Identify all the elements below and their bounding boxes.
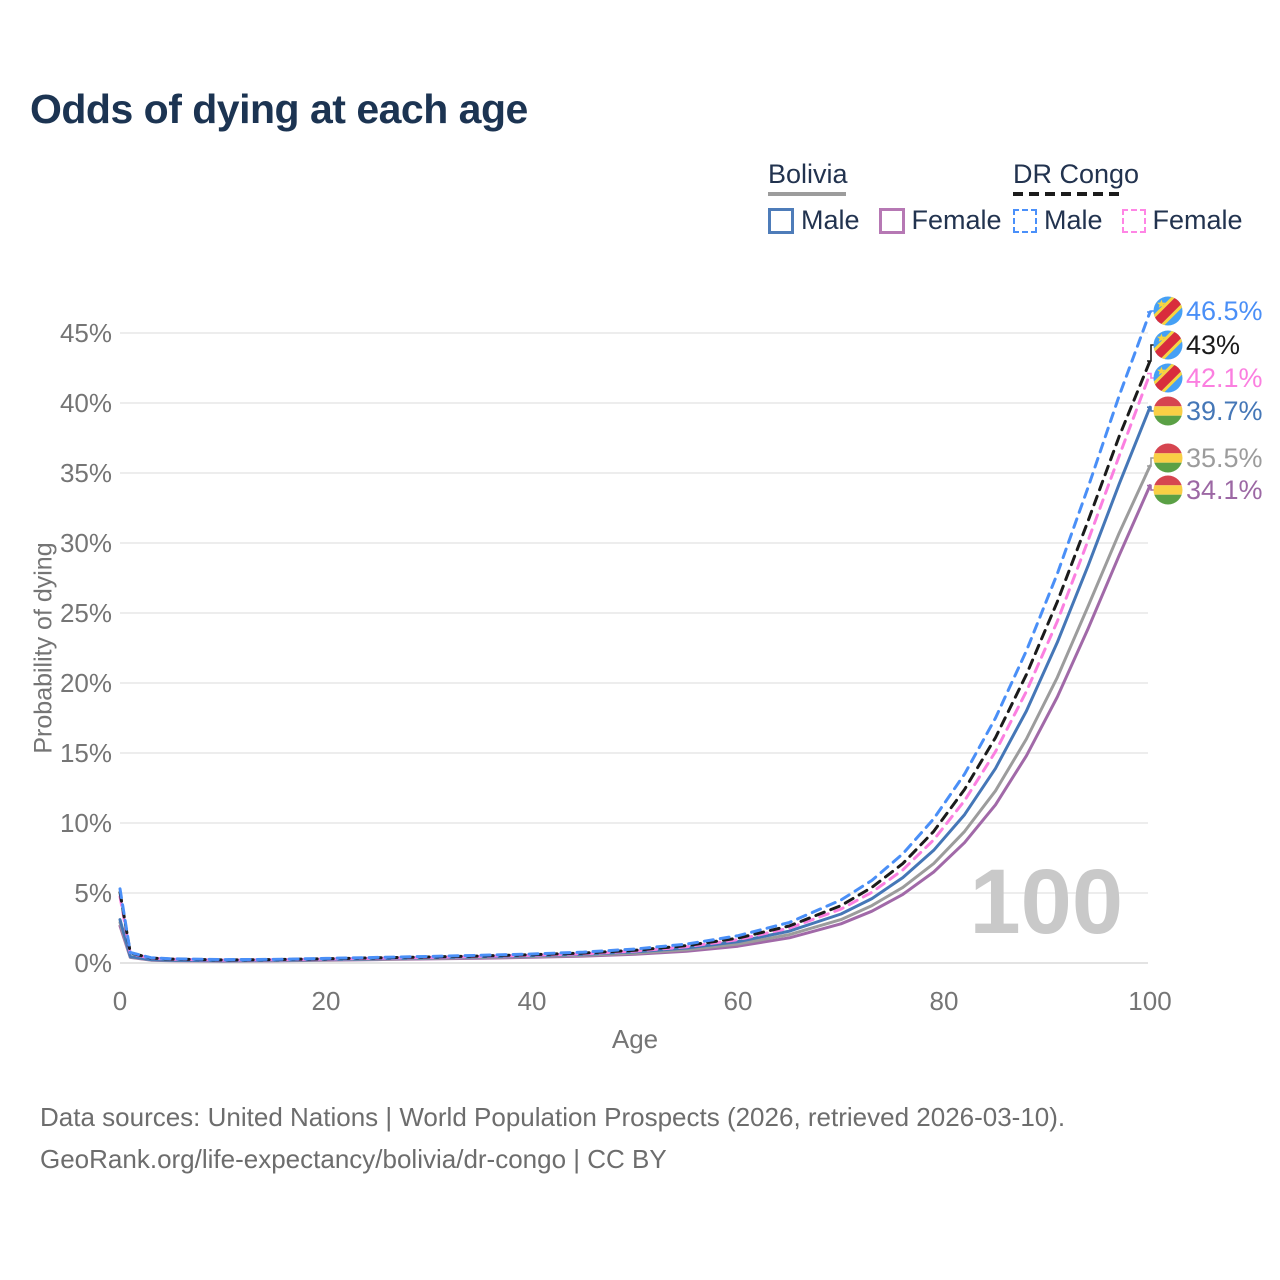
label-connector (1147, 344, 1154, 362)
data-sources-text: Data sources: United Nations | World Pop… (40, 1102, 1066, 1132)
label-connector (1147, 372, 1154, 379)
legend-swatch-drcongo-female[interactable] (1121, 208, 1146, 233)
legend-bolivia-header[interactable]: Bolivia (768, 159, 848, 189)
dr-congo-flag-icon (1153, 363, 1183, 393)
end-value-label-drc-both: 43% (1186, 330, 1240, 360)
bolivia-flag-icon (1153, 396, 1183, 426)
x-tick-label: 100 (1128, 986, 1172, 1016)
y-tick-label: 15% (59, 738, 112, 768)
x-tick-label: 60 (723, 986, 753, 1016)
series-line-drc-male[interactable] (118, 310, 1152, 962)
legend-swatch-drcongo-male[interactable] (1013, 208, 1037, 233)
series-line-drc-both[interactable] (118, 359, 1152, 962)
y-tick-label: 45% (59, 318, 112, 348)
label-connector (1147, 406, 1154, 412)
legend-dr-congo-dashed-line-swatch (1013, 192, 1125, 196)
x-tick-label: 40 (517, 986, 547, 1016)
y-tick-label: 5% (74, 878, 112, 908)
attribution-text: GeoRank.org/life-expectancy/bolivia/dr-c… (40, 1144, 667, 1174)
legend-dr-congo-header[interactable]: DR Congo (1013, 159, 1140, 189)
legend-label-drcongo-female[interactable]: Female (1152, 205, 1243, 235)
x-tick-label: 0 (112, 986, 128, 1016)
legend-swatch-bolivia-female[interactable] (878, 207, 905, 234)
legend-swatch-bolivia-male[interactable] (768, 207, 794, 234)
x-axis-title: Age (611, 1024, 659, 1054)
legend-group-dr-congo: DR Congo Male Female (1013, 160, 1243, 236)
end-value-label-bolivia-female: 34.1% (1186, 475, 1263, 505)
end-value-label-bolivia-male: 39.7% (1186, 396, 1263, 426)
end-value-label-bolivia-both: 35.5% (1186, 443, 1263, 473)
end-value-label-drc-female: 42.1% (1186, 363, 1263, 393)
label-connector (1147, 457, 1154, 467)
y-axis-title: Probability of dying (29, 542, 58, 754)
bolivia-flag-icon (1153, 475, 1183, 505)
label-connector (1147, 484, 1154, 491)
age-counter-watermark: 100 (969, 851, 1124, 953)
y-tick-label: 20% (59, 668, 112, 698)
dr-congo-flag-icon (1153, 330, 1183, 360)
y-tick-label: 40% (59, 388, 112, 418)
y-tick-label: 35% (59, 458, 112, 488)
legend-bolivia-solid-line-swatch (768, 192, 846, 196)
chart-title: Odds of dying at each age (30, 86, 528, 132)
legend-group-bolivia: Bolivia Male Female (768, 160, 1002, 236)
x-tick-label: 80 (929, 986, 959, 1016)
bolivia-flag-icon (1153, 443, 1183, 473)
y-tick-label: 10% (59, 808, 112, 838)
legend-label-bolivia-female[interactable]: Female (911, 205, 1002, 235)
label-connector (1147, 310, 1154, 313)
y-tick-label: 30% (59, 528, 112, 558)
end-value-label-drc-male: 46.5% (1186, 296, 1263, 326)
dr-congo-flag-icon (1153, 296, 1183, 326)
legend-label-bolivia-male[interactable]: Male (801, 205, 860, 235)
legend-label-drcongo-male[interactable]: Male (1044, 205, 1103, 235)
y-tick-label: 25% (59, 598, 112, 628)
y-tick-label: 0% (74, 948, 112, 978)
x-tick-label: 20 (311, 986, 341, 1016)
